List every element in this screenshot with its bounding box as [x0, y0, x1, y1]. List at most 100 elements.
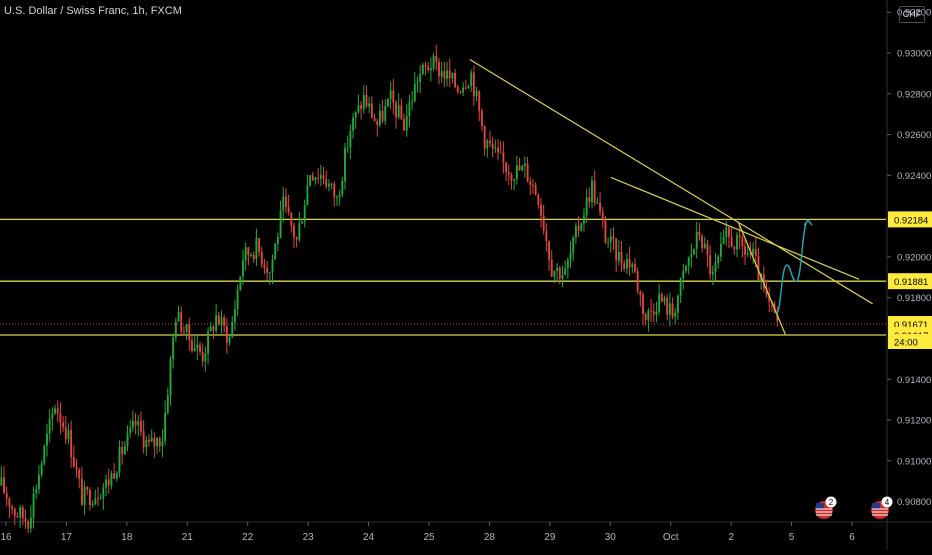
candle — [64, 415, 67, 445]
trendlines — [469, 59, 873, 335]
candle-body — [510, 174, 513, 181]
candle-body — [639, 291, 642, 295]
candle-body — [268, 272, 271, 274]
candle — [118, 440, 121, 478]
event-marker[interactable]: 4 — [871, 496, 893, 520]
candle — [370, 96, 373, 119]
candle-body — [650, 310, 653, 312]
candle — [16, 512, 19, 518]
candle — [91, 500, 94, 508]
candle — [424, 61, 427, 76]
candle-body — [685, 265, 687, 271]
candle — [43, 444, 46, 466]
candle-body — [86, 487, 89, 490]
candle-body — [625, 259, 628, 269]
candle — [706, 240, 709, 268]
candle — [239, 276, 242, 292]
candle-body — [137, 421, 140, 426]
candle — [290, 212, 293, 233]
candle — [252, 251, 255, 263]
candle-body — [752, 248, 755, 255]
candle-body — [250, 254, 252, 256]
candle — [446, 61, 448, 87]
candle — [0, 466, 3, 487]
candle — [115, 471, 118, 482]
candle — [623, 260, 626, 272]
candle — [78, 467, 81, 489]
candle-body — [21, 507, 24, 519]
candle — [336, 195, 338, 206]
candle-body — [540, 204, 542, 216]
candle-body — [419, 73, 422, 83]
candle — [32, 486, 35, 529]
candle — [174, 317, 177, 342]
candle — [601, 206, 604, 228]
candle-body — [43, 445, 46, 464]
candle — [341, 176, 344, 198]
candle-body — [564, 268, 567, 275]
candle — [301, 218, 303, 224]
candle-body — [215, 315, 218, 331]
candle — [169, 355, 172, 406]
candle-body — [768, 295, 771, 302]
candle — [542, 204, 545, 235]
candle — [19, 505, 22, 528]
candle-body — [572, 237, 575, 253]
candle — [24, 509, 27, 529]
candle-body — [255, 238, 258, 259]
candle — [185, 323, 188, 341]
candle — [338, 189, 341, 206]
candle — [472, 65, 475, 106]
candle-body — [660, 294, 663, 302]
candle — [75, 458, 78, 478]
candle — [131, 410, 134, 432]
horizontal-levels — [0, 218, 886, 336]
candle — [389, 81, 392, 109]
candle-body — [16, 516, 19, 518]
candle — [403, 113, 406, 131]
candle — [255, 228, 258, 266]
candle-body — [8, 498, 11, 507]
candle-body — [244, 247, 247, 261]
candle — [164, 400, 167, 446]
candle — [166, 387, 169, 415]
event-count-badge — [881, 496, 893, 508]
event-marker[interactable]: 2 — [815, 496, 837, 520]
candle-body — [327, 183, 330, 187]
candle-body — [346, 147, 349, 149]
candle-body — [679, 277, 682, 296]
candle — [123, 441, 126, 456]
candle — [193, 336, 196, 352]
candle-body — [293, 225, 295, 238]
candle — [40, 460, 43, 478]
candle-body — [365, 95, 368, 107]
candle-body — [301, 221, 303, 224]
candle-body — [51, 413, 54, 419]
candle-body — [411, 101, 414, 103]
candle — [384, 99, 387, 126]
candle-body — [644, 313, 647, 321]
candle-body — [537, 194, 540, 205]
candle-body — [757, 256, 760, 282]
candle-body — [11, 506, 14, 509]
candle — [752, 242, 755, 264]
candle — [736, 231, 738, 258]
candle — [695, 221, 698, 259]
candle — [647, 307, 650, 332]
candle-body — [585, 197, 588, 216]
candle — [475, 86, 478, 102]
candle-body — [70, 429, 73, 458]
candle-body — [754, 248, 757, 257]
currency-button[interactable]: CHF — [899, 6, 925, 23]
candle — [666, 294, 669, 321]
candles — [0, 44, 779, 534]
candle — [642, 291, 644, 326]
candle — [344, 142, 346, 190]
candle — [416, 76, 419, 93]
candle-body — [177, 311, 180, 322]
candle-body — [502, 152, 505, 163]
chart-title: U.S. Dollar / Swiss Franc, 1h, FXCM — [4, 5, 182, 17]
